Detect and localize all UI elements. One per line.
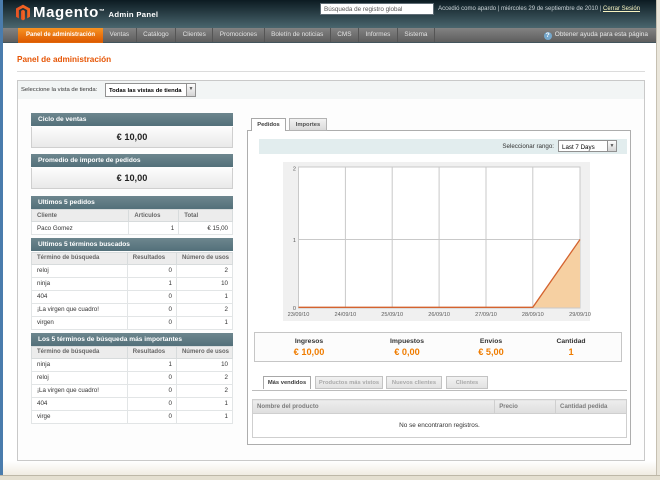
svg-text:0: 0 [293,306,296,312]
svg-text:29/09/10: 29/09/10 [569,312,591,318]
svg-text:26/09/10: 26/09/10 [428,312,450,318]
svg-text:27/09/10: 27/09/10 [475,312,497,318]
svg-text:23/09/10: 23/09/10 [288,312,310,318]
svg-text:24/09/10: 24/09/10 [335,312,357,318]
svg-text:2: 2 [293,167,296,173]
svg-text:25/09/10: 25/09/10 [381,312,403,318]
svg-text:28/09/10: 28/09/10 [522,312,544,318]
svg-text:1: 1 [293,238,296,244]
